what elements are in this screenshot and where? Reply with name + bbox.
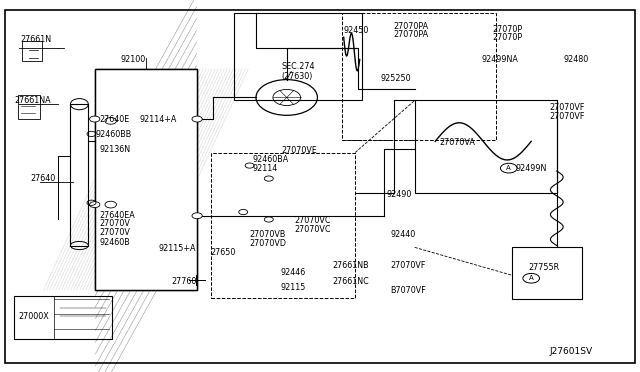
Text: SEC.274: SEC.274 (282, 62, 315, 71)
Text: 27070V: 27070V (99, 228, 130, 237)
Text: A: A (529, 275, 534, 281)
Text: 27661NA: 27661NA (14, 96, 51, 105)
Circle shape (192, 116, 202, 122)
Text: 92460B: 92460B (99, 238, 130, 247)
Text: (27630): (27630) (282, 72, 313, 81)
Text: 92115: 92115 (280, 283, 306, 292)
Text: 27650: 27650 (210, 248, 236, 257)
Text: 92440: 92440 (390, 230, 415, 239)
Text: J27601SV: J27601SV (549, 347, 592, 356)
Circle shape (192, 213, 202, 219)
Text: 27000X: 27000X (18, 312, 49, 321)
Circle shape (500, 163, 517, 173)
Text: 92490: 92490 (387, 190, 412, 199)
Text: 92114: 92114 (253, 164, 278, 173)
Text: 27070VF: 27070VF (549, 103, 584, 112)
Text: 27070PA: 27070PA (394, 22, 429, 31)
Text: 27640: 27640 (31, 174, 56, 183)
Text: 92499N: 92499N (516, 164, 547, 173)
Text: 27070P: 27070P (493, 33, 523, 42)
Text: 92460BA: 92460BA (253, 155, 289, 164)
Text: A: A (506, 165, 511, 171)
Text: 92115+A: 92115+A (159, 244, 196, 253)
Text: 27070V: 27070V (99, 219, 130, 228)
Text: 92499NA: 92499NA (481, 55, 518, 64)
Text: 27760: 27760 (172, 278, 197, 286)
Text: 27070VF: 27070VF (390, 262, 426, 270)
Circle shape (523, 273, 540, 283)
Text: 27640E: 27640E (99, 115, 129, 124)
Text: 27755R: 27755R (528, 263, 559, 272)
Text: 27070VC: 27070VC (294, 225, 331, 234)
Text: 92450: 92450 (344, 26, 369, 35)
Text: 27070PA: 27070PA (394, 30, 429, 39)
Text: 92480: 92480 (563, 55, 588, 64)
Text: 27070P: 27070P (493, 25, 523, 34)
Text: 27070VD: 27070VD (250, 239, 287, 248)
Text: 92100: 92100 (120, 55, 145, 64)
Text: 27070VB: 27070VB (250, 230, 286, 239)
Text: 27070VF: 27070VF (549, 112, 584, 121)
Text: B7070VF: B7070VF (390, 286, 426, 295)
Text: 92446: 92446 (280, 268, 305, 277)
Text: 27661NB: 27661NB (333, 261, 369, 270)
Circle shape (90, 116, 100, 122)
Text: 92136N: 92136N (99, 145, 131, 154)
Text: 27661NC: 27661NC (333, 277, 369, 286)
Text: 925250: 925250 (381, 74, 412, 83)
Text: 27070VA: 27070VA (439, 138, 475, 147)
Text: 92460BB: 92460BB (96, 130, 132, 139)
Polygon shape (95, 69, 197, 290)
Text: 92114+A: 92114+A (140, 115, 177, 124)
Circle shape (90, 202, 100, 208)
Text: 27661N: 27661N (20, 35, 52, 44)
Text: 27070VC: 27070VC (294, 216, 331, 225)
Text: 27640EA: 27640EA (99, 211, 135, 219)
Text: 27070VE: 27070VE (282, 146, 317, 155)
